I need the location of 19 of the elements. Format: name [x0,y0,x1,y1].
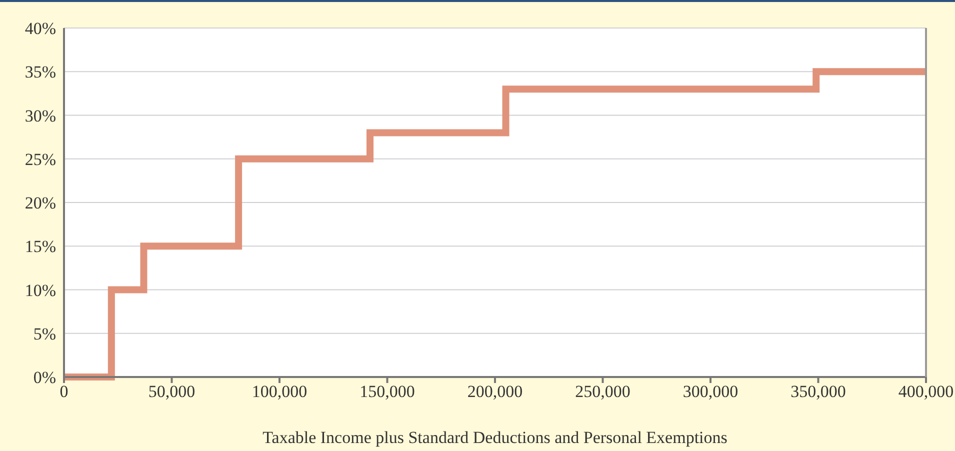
y-tick-label: 20% [24,194,56,213]
y-tick-label: 30% [24,106,56,126]
x-tick-label: 400,000 [898,382,954,402]
x-tick-label: 250,000 [575,382,630,402]
x-tick-label: 350,000 [790,382,846,402]
x-tick-label: 300,000 [682,382,738,402]
x-tick-label: 0 [60,382,68,402]
y-tick-label: 10% [24,280,56,300]
y-tick-label: 35% [24,62,56,82]
y-tick-label: 15% [24,237,56,256]
y-tick-label: 25% [24,150,56,169]
x-tick-label: 150,000 [360,382,415,402]
y-tick-label: 5% [33,324,56,344]
x-tick-label: 100,000 [252,382,308,402]
y-tick-label: 40% [24,19,56,38]
y-tick-label: 0% [33,368,56,388]
x-tick-label: 200,000 [467,382,523,402]
x-tick-label: 50,000 [148,382,196,402]
x-axis-title: Taxable Income plus Standard Deductions and Personal Exemptions [262,428,728,447]
